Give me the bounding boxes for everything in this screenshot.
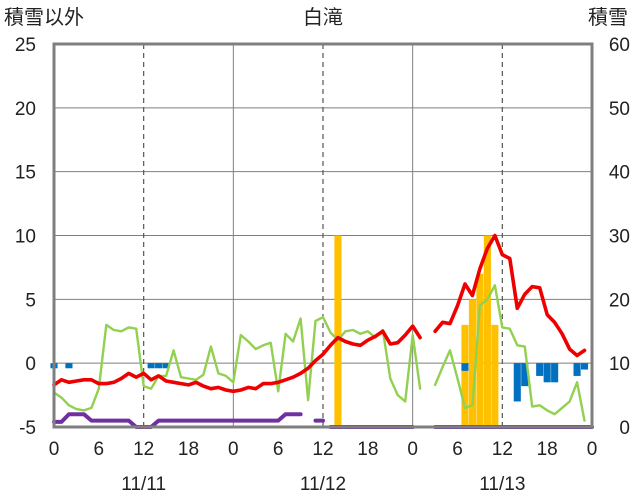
y-right-axis-label: 積雪 (588, 5, 628, 29)
chart-title: 白滝 (303, 5, 343, 29)
y-right-tick-label: 50 (609, 99, 630, 120)
x-tick-label: 0 (407, 439, 418, 460)
y-left-axis-label: 積雪以外 (4, 5, 84, 29)
y-left-tick-label: 15 (15, 163, 36, 184)
y-left-tick-label: 0 (25, 354, 36, 375)
purple-line-segment (52, 412, 303, 429)
blue-bar (461, 363, 469, 371)
y-right-tick-label: 10 (609, 354, 630, 375)
date-label: 11/13 (479, 474, 525, 495)
snowfall-bar (476, 273, 484, 427)
y-right-tick-label: 40 (609, 163, 630, 184)
x-tick-label: 6 (452, 439, 463, 460)
snowfall-bar (468, 299, 476, 427)
blue-bar (573, 363, 581, 376)
x-tick-label: 12 (312, 439, 333, 460)
y-right-tick-label: 30 (609, 227, 630, 248)
bars (50, 235, 589, 427)
date-label: 11/11 (121, 474, 166, 495)
grid (54, 44, 592, 427)
blue-bar (580, 363, 589, 370)
blue-bar (513, 363, 521, 402)
x-tick-label: 18 (178, 439, 199, 460)
blue-bar (543, 363, 551, 383)
snowfall-bar (461, 324, 469, 427)
x-tick-label: 12 (492, 439, 513, 460)
x-tick-label: 12 (133, 439, 154, 460)
plot-frame (52, 42, 594, 429)
blue-bar (521, 363, 529, 387)
blue-bar (147, 363, 155, 369)
y-left-tick-label: -5 (19, 418, 36, 439)
red-series-line (52, 233, 587, 394)
y-right-tick-label: 60 (609, 35, 630, 56)
snowfall-bar (491, 324, 499, 427)
blue-bar (162, 363, 170, 369)
x-tick-label: 0 (49, 439, 60, 460)
snowfall-bar (334, 235, 342, 427)
blue-bar (65, 363, 73, 369)
x-tick-label: 6 (273, 439, 284, 460)
y-left-tick-label: 5 (25, 290, 36, 311)
date-label: 11/12 (300, 474, 346, 495)
blue-bar (536, 363, 544, 376)
blue-bar (155, 363, 163, 369)
x-tick-label: 0 (587, 439, 598, 460)
x-tick-label: 18 (357, 439, 378, 460)
y-right-tick-label: 0 (619, 418, 630, 439)
y-left-tick-label: 10 (15, 227, 36, 248)
green-series-line (52, 284, 586, 422)
y-left-tick-label: 20 (15, 99, 36, 120)
y-left-tick-label: 25 (15, 35, 36, 56)
blue-bar (551, 363, 559, 383)
snowfall-bar (483, 235, 491, 427)
y-right-tick-label: 20 (609, 290, 630, 311)
x-tick-label: 6 (94, 439, 105, 460)
x-tick-label: 18 (537, 439, 558, 460)
x-tick-label: 0 (228, 439, 239, 460)
